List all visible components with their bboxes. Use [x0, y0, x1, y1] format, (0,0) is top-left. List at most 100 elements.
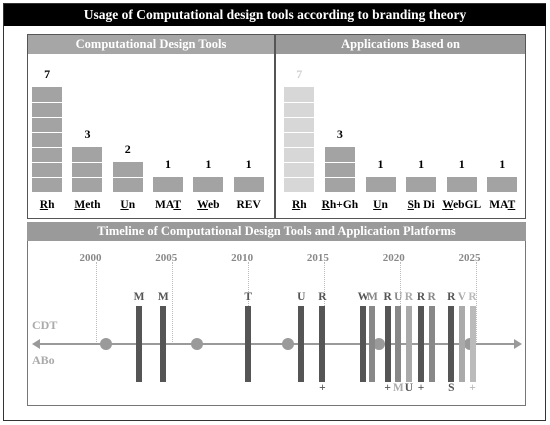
- bar-1-5: [487, 177, 518, 192]
- bar-segment: [284, 147, 315, 148]
- timeline-abo-label: M: [392, 382, 404, 394]
- bar-category-label: Web: [197, 199, 220, 211]
- timeline-abo-label: +: [417, 382, 425, 394]
- timeline-event-bar: [428, 306, 435, 382]
- timeline-year-label: 2010: [231, 252, 254, 264]
- bar-segment: [32, 117, 63, 118]
- timeline-abo-label: +: [319, 382, 326, 394]
- timeline-dot: [281, 338, 294, 350]
- bar-segment: [112, 177, 143, 178]
- timeline-year-label: 2005: [155, 252, 178, 264]
- bar-category-label: WebGL: [442, 199, 482, 211]
- timeline-cdt-label: R: [318, 291, 327, 303]
- timeline-event-bar: [245, 306, 252, 382]
- timeline-year-gridline: [475, 262, 477, 344]
- bar-0-4: [193, 177, 224, 192]
- applications-panel-title: Applications Based on: [276, 35, 525, 54]
- timeline-cdt-label: M: [157, 291, 169, 303]
- bar-segment: [284, 102, 315, 103]
- timeline-year-label: 2015: [306, 252, 329, 264]
- bar-category-label: Sh Di: [407, 199, 435, 211]
- timeline-cdt-label: R: [427, 291, 436, 303]
- timeline-abo-label: U: [404, 382, 414, 394]
- bar-segment: [284, 177, 315, 178]
- bar-segment: [284, 132, 315, 133]
- main-title: Usage of Computational design tools acco…: [4, 4, 546, 26]
- bar-0-0: [32, 87, 63, 192]
- bar-1-2: [365, 177, 396, 192]
- timeline-event-bar: [405, 306, 412, 382]
- timeline-year-label: 2025: [458, 252, 481, 264]
- bar-1-0: [284, 87, 315, 192]
- bar-segment: [324, 177, 355, 178]
- bar-segment: [72, 177, 103, 178]
- timeline-panel: [27, 241, 526, 406]
- timeline-cdt-label: R: [447, 291, 456, 303]
- timeline-event-bar: [448, 306, 455, 382]
- bar-category-label: Meth: [74, 199, 101, 211]
- timeline-dot: [190, 338, 203, 350]
- bar-1-3: [406, 177, 437, 192]
- timeline-year-gridline: [96, 262, 98, 344]
- timeline-year-gridline: [399, 262, 401, 344]
- timeline-abo-label: +: [469, 382, 476, 394]
- timeline-event-bar: [369, 306, 376, 382]
- bar-value-label: 7: [296, 67, 303, 81]
- timeline-event-bar: [384, 306, 391, 382]
- applications-bar-panel: Applications Based on: [275, 34, 526, 219]
- bar-value-label: 1: [458, 157, 465, 171]
- bar-value-label: 1: [377, 157, 384, 171]
- timeline-event-bar: [469, 306, 476, 382]
- timeline-event-bar: [160, 306, 167, 382]
- timeline-dot: [99, 338, 112, 350]
- bar-segment: [32, 162, 63, 163]
- timeline-title: Timeline of Computational Design Tools a…: [27, 222, 526, 241]
- bar-segment: [32, 132, 63, 133]
- timeline-year-gridline: [172, 262, 174, 344]
- timeline-cdt-label: V: [457, 291, 467, 303]
- timeline-cdt-label: W: [357, 291, 370, 303]
- timeline-cdt-label: M: [367, 291, 378, 303]
- timeline-event-bar: [136, 306, 142, 382]
- bar-value-label: 3: [84, 127, 91, 141]
- timeline-event-bar: [458, 306, 465, 382]
- bar-0-5: [233, 177, 264, 192]
- bar-value-label: 1: [245, 157, 252, 171]
- tools-panel-title: Computational Design Tools: [28, 35, 274, 54]
- figure-frame: [3, 3, 546, 421]
- bar-segment: [284, 117, 315, 118]
- timeline-row-label-cdt: CDT: [32, 318, 58, 332]
- bar-0-2: [112, 162, 143, 192]
- timeline-event-bar: [298, 306, 305, 382]
- timeline-cdt-label: R: [468, 291, 477, 303]
- bar-value-label: 7: [44, 67, 51, 81]
- bar-segment: [324, 162, 355, 163]
- timeline-axis: [38, 343, 514, 345]
- bar-segment: [32, 102, 63, 103]
- timeline-event-bar: [319, 306, 326, 382]
- bar-1-1: [324, 147, 355, 192]
- timeline-year-label: 2020: [382, 252, 405, 264]
- bar-category-label: Rh+Gh: [321, 199, 359, 211]
- timeline-cdt-label: U: [394, 291, 403, 303]
- timeline-row-label-abo: ABo: [32, 353, 55, 367]
- bar-value-label: 1: [205, 157, 212, 171]
- timeline-cdt-label: R: [383, 291, 392, 303]
- timeline-year-gridline: [248, 262, 250, 344]
- timeline-abo-label: +: [384, 382, 391, 394]
- bar-category-label: REV: [236, 199, 261, 211]
- bar-0-3: [153, 177, 184, 192]
- bar-category-label: Rh: [291, 199, 307, 211]
- timeline-abo-label: S: [448, 382, 455, 394]
- bar-segment: [32, 177, 63, 178]
- bar-segment: [72, 162, 103, 163]
- bar-category-label: Un: [373, 199, 388, 211]
- timeline-dot: [372, 338, 385, 350]
- timeline-event-bar: [360, 306, 367, 382]
- bar-value-label: 1: [418, 157, 425, 171]
- timeline-cdt-label: R: [416, 291, 426, 303]
- bar-value-label: 2: [124, 142, 131, 156]
- timeline-cdt-label: U: [297, 291, 306, 303]
- bar-value-label: 1: [499, 157, 506, 171]
- timeline-cdt-label: T: [244, 291, 252, 303]
